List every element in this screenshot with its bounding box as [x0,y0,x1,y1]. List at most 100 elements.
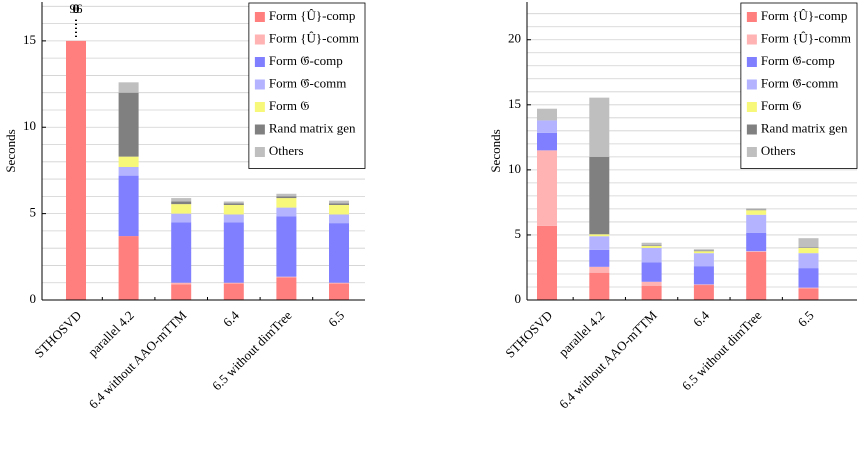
legend-swatch [254,34,265,45]
y-axis-label: Seconds [488,129,503,172]
bar-segment [798,238,819,248]
legend-swatch [746,34,757,45]
bar-segment [171,222,192,283]
x-tick-label: 6.4 without AAO-mTTM [556,307,660,411]
bar-segment [693,250,714,252]
y-tick-label: 10 [508,161,521,176]
legend-swatch [746,147,757,157]
x-tick-label: 6.5 [795,308,817,330]
bar-segment [589,249,610,267]
data-label: 0 [73,1,80,16]
bar-segment [171,213,192,223]
bar-segment [171,201,192,205]
bar-segment [118,166,139,176]
bar-segment [589,266,610,273]
bar-segment [329,283,349,300]
legend: Form {Û}-comp Form {Û}-comm Form 𝔊̂-comp Fo… [740,2,858,169]
legend-swatch [254,12,265,22]
legend-label: Rand matrix gen [269,120,356,135]
bar-segment [118,236,139,300]
legend-swatch [746,124,757,135]
bar-segment [693,253,714,267]
bar-segment [693,266,714,285]
bar-segment [746,232,767,252]
bar-segment [641,242,662,246]
bar-segment [746,251,767,252]
legend-swatch [746,79,757,90]
bar-segment [537,150,557,226]
bar-segment [276,277,297,300]
y-tick-label: 0 [515,291,522,306]
x-tick-label: parallel 4.2 [85,308,137,360]
bar-segment [746,251,767,300]
y-tick-label: 10 [23,118,36,133]
bar-segment [798,288,819,300]
y-tick-label: 0 [30,291,37,306]
bar-segment [223,222,244,283]
legend-label: Form 𝔊̂-comm [761,75,839,90]
bar-segment [746,209,767,211]
bar-segment [589,156,610,235]
bar-segment [641,285,662,300]
bar-segment [641,245,662,246]
data-label: 0 [73,1,80,16]
bar-segment [537,225,557,300]
data-label: 0 [73,1,80,16]
y-tick-label: 5 [30,205,37,220]
bar-segment [329,223,349,283]
legend-swatch [254,124,265,135]
bar-segment [798,253,819,269]
y-tick-label: 20 [508,31,521,46]
legend-swatch [746,12,757,22]
bar-segment [641,262,662,282]
chart: 0 5 10 15 20 Seconds STHOSVD parallel 4.26.4 wi… [488,2,858,411]
bar-segment [276,207,297,217]
bar-segment [118,175,139,237]
legend-label: Others [761,143,796,158]
bar-segment [329,203,349,205]
bar-segment [798,247,819,254]
bar-segment [223,214,244,223]
bar-segment [589,97,610,157]
x-tick-label: 6.5 [325,308,347,330]
legend-label: Form 𝔊̂-comp [269,53,343,68]
legend-label: Form {Û}-comp [269,8,356,23]
legend-swatch [746,102,757,112]
x-tick-label: STHOSVD [31,308,84,361]
bar-segment [118,92,139,157]
bar-segment [798,268,819,288]
bar-segment [223,203,244,205]
legend-swatch [254,57,265,67]
bar-segment [171,204,192,214]
bar-segment [746,210,767,215]
bar-segment [171,284,192,300]
y-tick-label: 5 [515,226,522,241]
legend-swatch [254,79,265,90]
bar-segment [329,204,349,215]
legend-label: Form {Û}-comm [269,30,359,45]
legend-label: Form 𝔊 [269,98,310,113]
bar-segment [798,247,819,248]
bar-segment [589,272,610,300]
x-tick-label: 6.4 [220,307,242,329]
data-label: 96 [70,1,84,16]
x-tick-label: 6.4 without AAO-mTTM [86,307,190,411]
bar-segment [693,251,714,254]
bar-segment [798,287,819,289]
data-label: 0 [73,1,80,16]
bar-segment [693,285,714,300]
data-label: 0 [73,1,80,16]
bar-segment [589,234,610,237]
legend-label: Form 𝔊 [761,98,802,113]
legend-box [248,2,366,169]
bar-segment [329,214,349,224]
x-tick-label: STHOSVD [502,308,555,361]
bar-segment [537,108,557,121]
legend-label: Form 𝔊̂-comm [269,75,347,90]
bar-segment [223,204,244,215]
legend-label: Form {Û}-comp [761,8,848,23]
data-label: 0 [73,1,80,16]
legend-label: Form {Û}-comm [761,30,851,45]
